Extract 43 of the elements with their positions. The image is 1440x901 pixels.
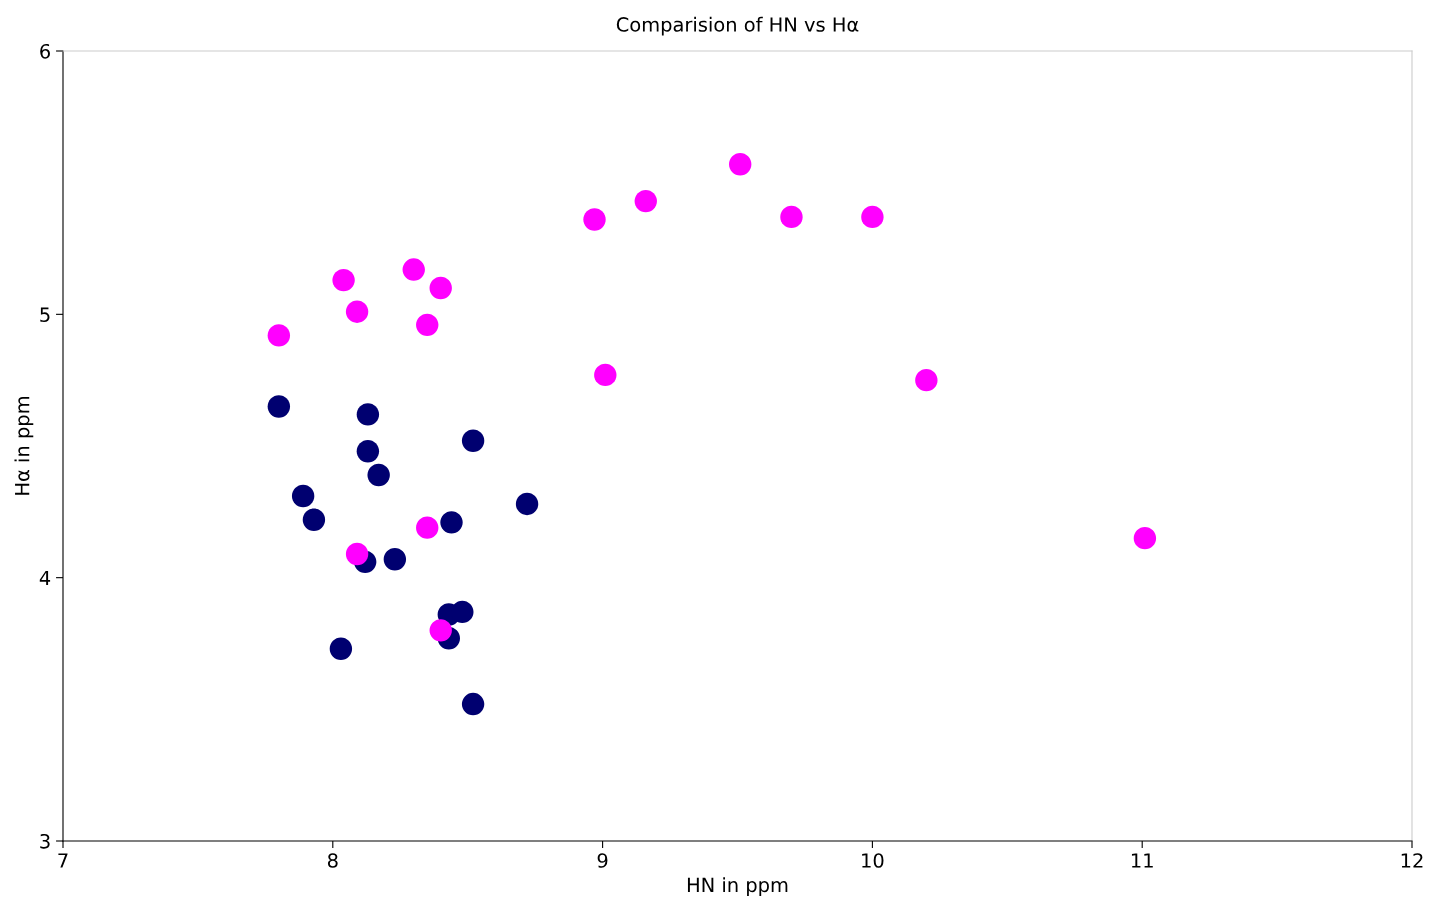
point	[451, 600, 474, 624]
point	[440, 511, 463, 534]
x-tick-label: 12	[1401, 853, 1423, 868]
point	[515, 492, 539, 516]
point	[594, 363, 617, 387]
y-tick-label: 3	[40, 833, 50, 849]
point	[267, 395, 291, 418]
point	[329, 637, 353, 660]
chart-title: Comparision of HN vs Hα	[616, 16, 859, 36]
x-tick-label: 9	[597, 853, 608, 868]
point	[780, 205, 803, 229]
x-tick-label: 11	[1131, 853, 1153, 868]
point	[429, 276, 452, 300]
y-tick-label: 4	[39, 570, 51, 586]
point	[383, 548, 407, 571]
point	[267, 324, 291, 347]
point	[429, 619, 452, 642]
point	[729, 153, 752, 176]
point	[583, 208, 606, 231]
point	[345, 542, 369, 566]
y-tick-label: 6	[40, 43, 50, 59]
point	[634, 189, 657, 213]
x-axis-title: HN in ppm	[687, 877, 788, 896]
point	[356, 403, 380, 426]
point	[402, 258, 425, 281]
point	[345, 300, 369, 323]
point	[861, 205, 884, 229]
x-tick-label: 7	[58, 853, 68, 868]
point	[461, 429, 485, 452]
point	[302, 508, 326, 531]
point	[416, 516, 439, 539]
y-axis-title: Hα in ppm	[14, 397, 34, 495]
y-tick-label: 5	[40, 307, 50, 322]
point	[291, 484, 315, 508]
point	[332, 268, 355, 292]
x-tick-label: 8	[327, 853, 338, 868]
point	[367, 463, 390, 487]
x-tick-label: 10	[862, 853, 884, 868]
point	[416, 313, 439, 337]
point	[461, 692, 485, 716]
point	[1133, 526, 1157, 550]
point	[915, 368, 938, 392]
point	[356, 440, 380, 463]
